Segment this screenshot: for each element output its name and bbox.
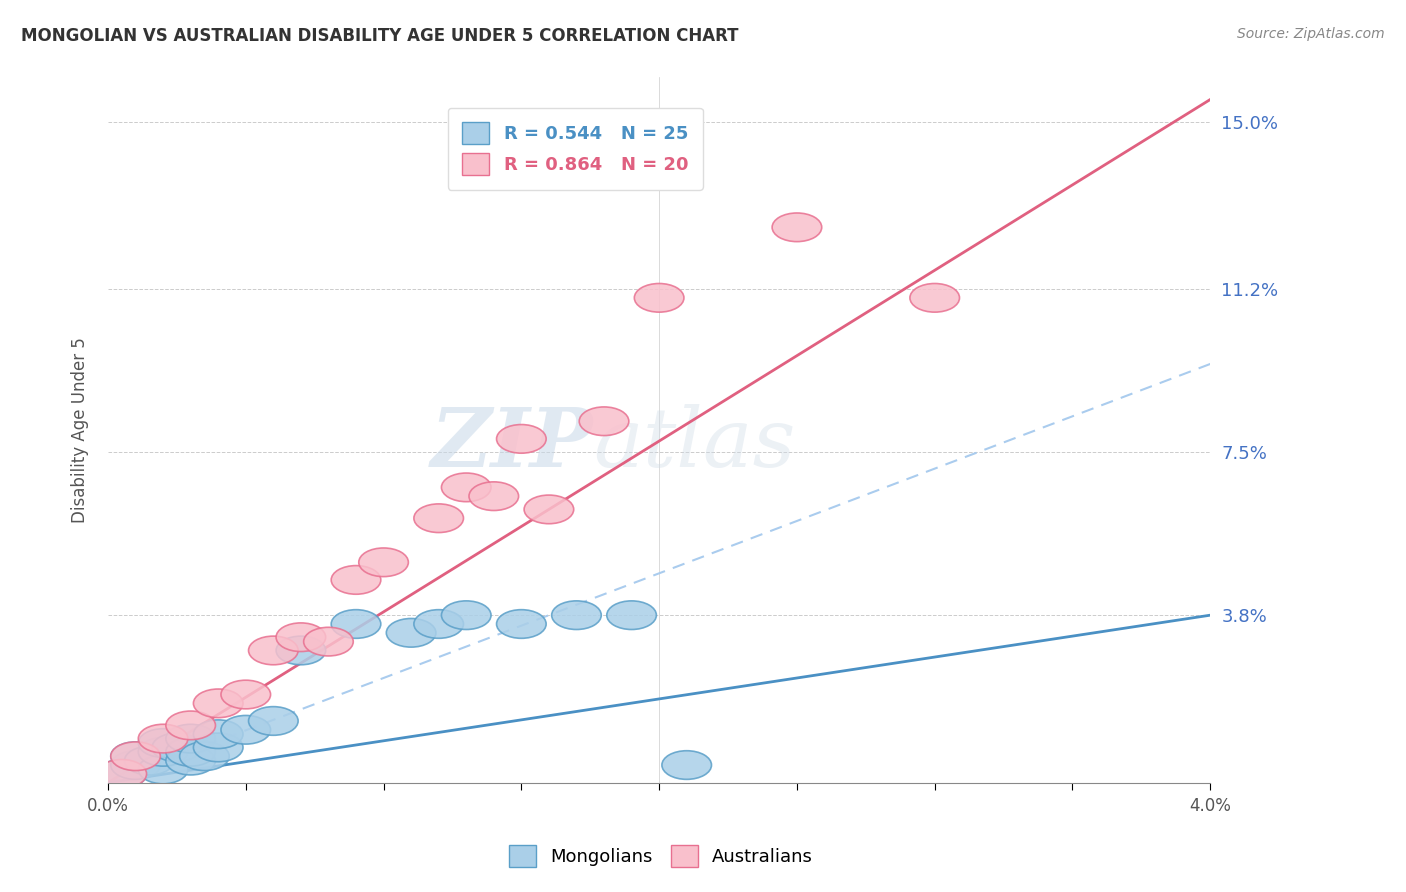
Ellipse shape	[524, 495, 574, 524]
Ellipse shape	[359, 548, 408, 576]
Ellipse shape	[470, 482, 519, 510]
Text: MONGOLIAN VS AUSTRALIAN DISABILITY AGE UNDER 5 CORRELATION CHART: MONGOLIAN VS AUSTRALIAN DISABILITY AGE U…	[21, 27, 738, 45]
Ellipse shape	[413, 609, 464, 639]
Ellipse shape	[387, 618, 436, 647]
Ellipse shape	[249, 706, 298, 735]
Ellipse shape	[138, 756, 188, 784]
Text: Source: ZipAtlas.com: Source: ZipAtlas.com	[1237, 27, 1385, 41]
Ellipse shape	[221, 715, 270, 744]
Ellipse shape	[138, 724, 188, 753]
Ellipse shape	[304, 627, 353, 656]
Ellipse shape	[332, 566, 381, 594]
Ellipse shape	[772, 213, 821, 242]
Ellipse shape	[138, 738, 188, 766]
Ellipse shape	[97, 759, 146, 789]
Ellipse shape	[662, 751, 711, 780]
Ellipse shape	[180, 742, 229, 771]
Ellipse shape	[152, 733, 201, 762]
Text: ZIP: ZIP	[430, 404, 593, 484]
Ellipse shape	[249, 636, 298, 665]
Ellipse shape	[413, 504, 464, 533]
Ellipse shape	[551, 601, 602, 630]
Ellipse shape	[910, 284, 959, 312]
Ellipse shape	[125, 747, 174, 775]
Ellipse shape	[441, 601, 491, 630]
Legend: R = 0.544   N = 25, R = 0.864   N = 20: R = 0.544 N = 25, R = 0.864 N = 20	[447, 108, 703, 190]
Text: atlas: atlas	[593, 404, 796, 484]
Ellipse shape	[607, 601, 657, 630]
Ellipse shape	[634, 284, 683, 312]
Ellipse shape	[166, 711, 215, 739]
Ellipse shape	[166, 738, 215, 766]
Y-axis label: Disability Age Under 5: Disability Age Under 5	[72, 337, 89, 523]
Ellipse shape	[138, 729, 188, 757]
Ellipse shape	[97, 759, 146, 789]
Ellipse shape	[111, 742, 160, 771]
Ellipse shape	[221, 681, 270, 709]
Ellipse shape	[276, 623, 326, 651]
Ellipse shape	[194, 733, 243, 762]
Ellipse shape	[496, 609, 546, 639]
Ellipse shape	[276, 636, 326, 665]
Legend: Mongolians, Australians: Mongolians, Australians	[502, 838, 820, 874]
Ellipse shape	[166, 724, 215, 753]
Ellipse shape	[441, 473, 491, 501]
Ellipse shape	[194, 689, 243, 718]
Ellipse shape	[579, 407, 628, 435]
Ellipse shape	[194, 720, 243, 748]
Ellipse shape	[111, 742, 160, 771]
Ellipse shape	[111, 751, 160, 780]
Ellipse shape	[166, 747, 215, 775]
Ellipse shape	[496, 425, 546, 453]
Ellipse shape	[332, 609, 381, 639]
